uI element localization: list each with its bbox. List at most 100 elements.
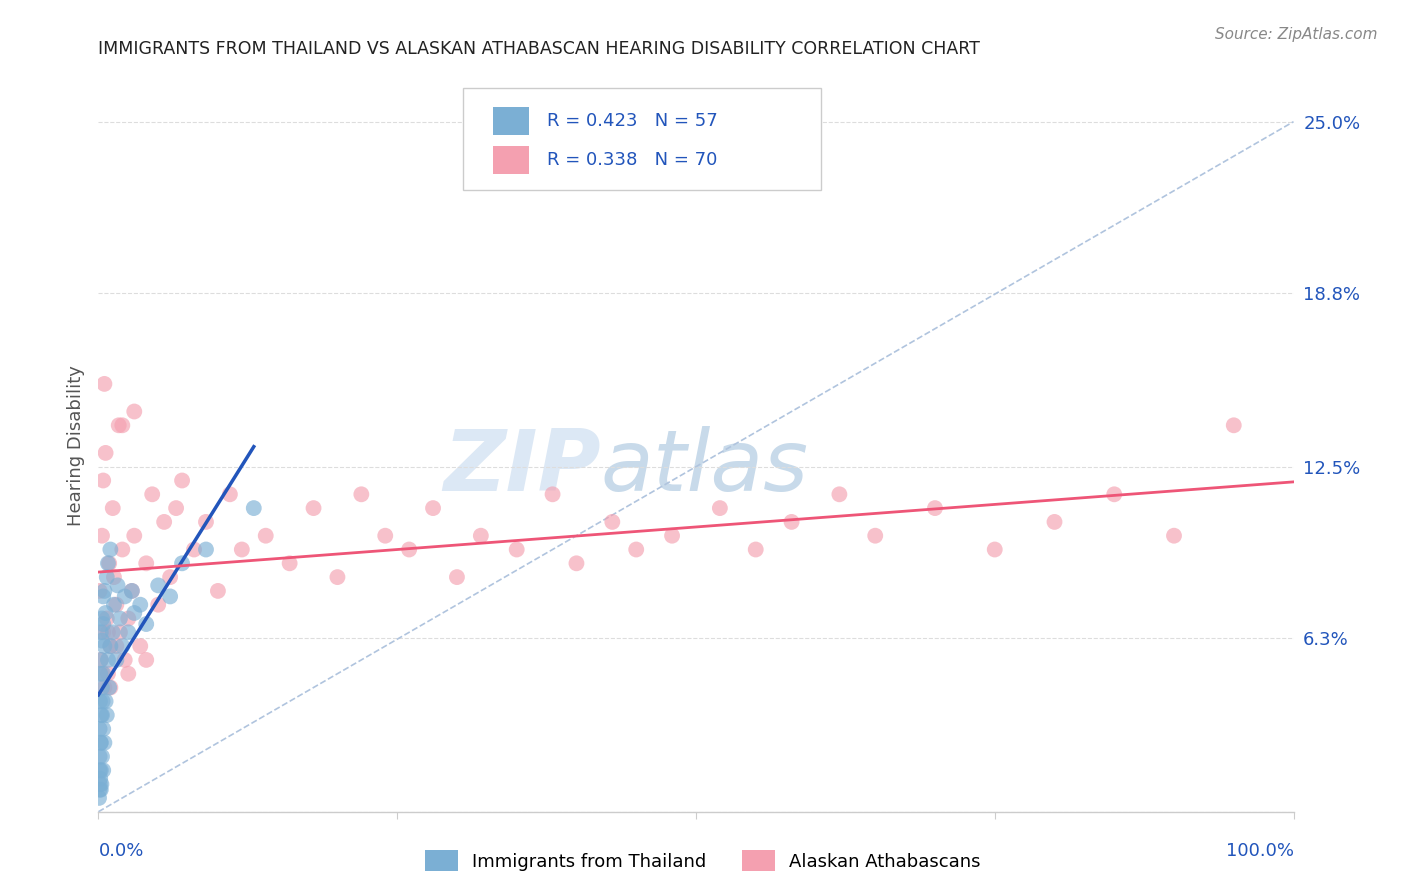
Point [602,515,624,529]
Point [135,557,157,571]
Point [117,611,139,625]
Point [91,749,114,764]
Point [207,583,229,598]
Point [165,501,187,516]
Point [278,557,301,571]
Point [91,764,114,778]
Point [1104,487,1126,501]
Point [97,653,120,667]
Y-axis label: Hearing Disability: Hearing Disability [66,366,84,526]
Point [159,590,181,604]
Point [103,598,125,612]
Point [111,542,134,557]
Text: Source: ZipAtlas.com: Source: ZipAtlas.com [1215,27,1378,42]
Point [89,764,111,778]
Point [243,501,266,516]
Point [780,515,803,529]
Point [91,666,114,681]
Point [159,570,181,584]
Point [195,515,218,529]
Point [91,617,114,632]
Point [91,625,114,640]
Point [97,666,120,681]
Point [89,583,111,598]
Point [101,501,124,516]
Point [828,487,851,501]
Point [350,487,373,501]
Point [91,633,114,648]
Point [93,736,115,750]
Point [541,487,564,501]
Text: R = 0.338   N = 70: R = 0.338 N = 70 [547,151,717,169]
Point [114,590,136,604]
Point [91,529,114,543]
Point [172,474,194,488]
Text: IMMIGRANTS FROM THAILAND VS ALASKAN ATHABASCAN HEARING DISABILITY CORRELATION CH: IMMIGRANTS FROM THAILAND VS ALASKAN ATHA… [98,40,980,58]
Point [984,542,1007,557]
Point [195,542,218,557]
Point [129,598,152,612]
Point [661,529,683,543]
Point [89,772,111,786]
Point [374,529,396,543]
FancyBboxPatch shape [494,107,529,135]
Point [98,639,122,653]
Point [101,625,124,640]
Point [121,583,143,598]
Point [90,625,112,640]
Point [98,681,122,695]
Point [1163,529,1185,543]
Point [91,611,114,625]
Point [89,666,111,681]
Point [89,777,111,791]
Point [865,529,887,543]
Point [91,666,114,681]
Point [626,542,648,557]
Point [97,625,120,640]
Point [117,625,139,640]
Point [1043,515,1066,529]
Point [90,736,112,750]
Point [114,653,136,667]
Text: atlas: atlas [600,426,808,509]
Point [153,515,176,529]
Point [105,639,128,653]
Text: 100.0%: 100.0% [1226,842,1294,860]
Point [107,578,129,592]
Point [135,617,157,632]
Point [91,681,114,695]
Point [91,708,114,723]
Point [422,501,444,516]
Point [129,639,152,653]
Point [91,590,114,604]
Point [90,653,112,667]
FancyBboxPatch shape [494,146,529,174]
Point [105,653,128,667]
Point [117,666,139,681]
Point [326,570,349,584]
Point [93,376,115,391]
Point [124,404,146,418]
Point [103,570,125,584]
Point [148,598,170,612]
Point [745,542,768,557]
Point [96,570,118,584]
Point [105,598,128,612]
Point [254,529,277,543]
Point [94,606,117,620]
Legend: Immigrants from Thailand, Alaskan Athabascans: Immigrants from Thailand, Alaskan Athaba… [418,843,988,879]
Point [924,501,946,516]
Point [91,474,114,488]
Point [89,722,111,736]
Point [90,653,112,667]
Text: R = 0.423   N = 57: R = 0.423 N = 57 [547,112,717,130]
Point [302,501,325,516]
Point [89,694,111,708]
Point [124,606,146,620]
Point [506,542,529,557]
Point [98,542,122,557]
Point [98,639,122,653]
Point [124,529,146,543]
Point [111,639,134,653]
Point [1223,418,1246,433]
